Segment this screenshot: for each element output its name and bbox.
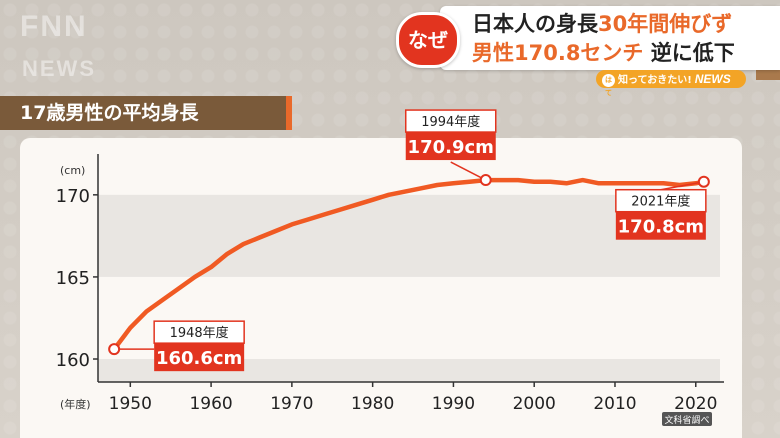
annotation-value-box [615, 211, 706, 240]
headline-banner [440, 6, 780, 70]
news-bar: はて知っておきたい! NEWS [596, 70, 746, 97]
data-point-marker [108, 343, 121, 356]
headline-line-2: 男性170.8センチ 逆に低下 [472, 37, 735, 67]
chart-panel [20, 138, 742, 438]
headline-line-2-a: 男性170.8センチ [472, 41, 644, 65]
series-line [111, 177, 707, 352]
annotation-value-label: 170.8cm [618, 217, 704, 238]
headline-line-1: 日本人の身長30年間伸びず [472, 8, 732, 38]
channel-logo: FNN [20, 10, 88, 43]
news-bar-news: NEWS [694, 72, 731, 86]
y-tick-label: 170 [56, 186, 90, 207]
annotation-leader [450, 161, 487, 181]
chart-title: 17歳男性の平均身長 [0, 96, 292, 130]
y-axis-label: (cm) [60, 164, 85, 177]
y-tick-label: 165 [56, 268, 90, 289]
x-tick-label: 2000 [513, 394, 556, 414]
annotation-value-label: 160.6cm [156, 348, 242, 369]
annotation-year-label: 1948年度 [170, 325, 229, 341]
headline-line-1-a: 日本人の身長 [472, 12, 598, 36]
x-tick-label: 1950 [109, 394, 152, 414]
annotation-year-box [404, 109, 497, 133]
annotation-year-label: 1994年度 [421, 114, 480, 130]
annotation-value-label: 170.9cm [408, 137, 494, 158]
news-bar-badge: はて [602, 73, 615, 97]
naze-badge: なぜ [396, 12, 460, 68]
annotation-leader [660, 180, 704, 191]
headline-line-1-b: 30年間伸びず [598, 12, 733, 36]
y-tick-label: 160 [56, 350, 90, 371]
x-tick-label: 2010 [593, 394, 636, 414]
data-point-marker [697, 175, 710, 188]
annotation-year-label: 2021年度 [631, 194, 690, 210]
x-tick-label: 1970 [270, 394, 313, 414]
source-box [662, 412, 712, 426]
annotation-value-box [154, 343, 245, 372]
x-axis-label: (年度) [60, 397, 91, 411]
channel-logo-sub: NEWS [22, 56, 96, 81]
news-bar-text: 知っておきたい! [618, 75, 692, 86]
data-point-marker [479, 174, 492, 187]
x-tick-label: 1990 [432, 394, 475, 414]
annotation-value-box [405, 132, 496, 161]
x-tick-label: 2020 [674, 394, 717, 414]
headline-line-2-b: 逆に低下 [650, 41, 735, 65]
x-tick-label: 1960 [189, 394, 232, 414]
grid-band [98, 359, 720, 382]
source-label: 文科省調べ [664, 414, 709, 426]
x-tick-label: 1980 [351, 394, 394, 414]
